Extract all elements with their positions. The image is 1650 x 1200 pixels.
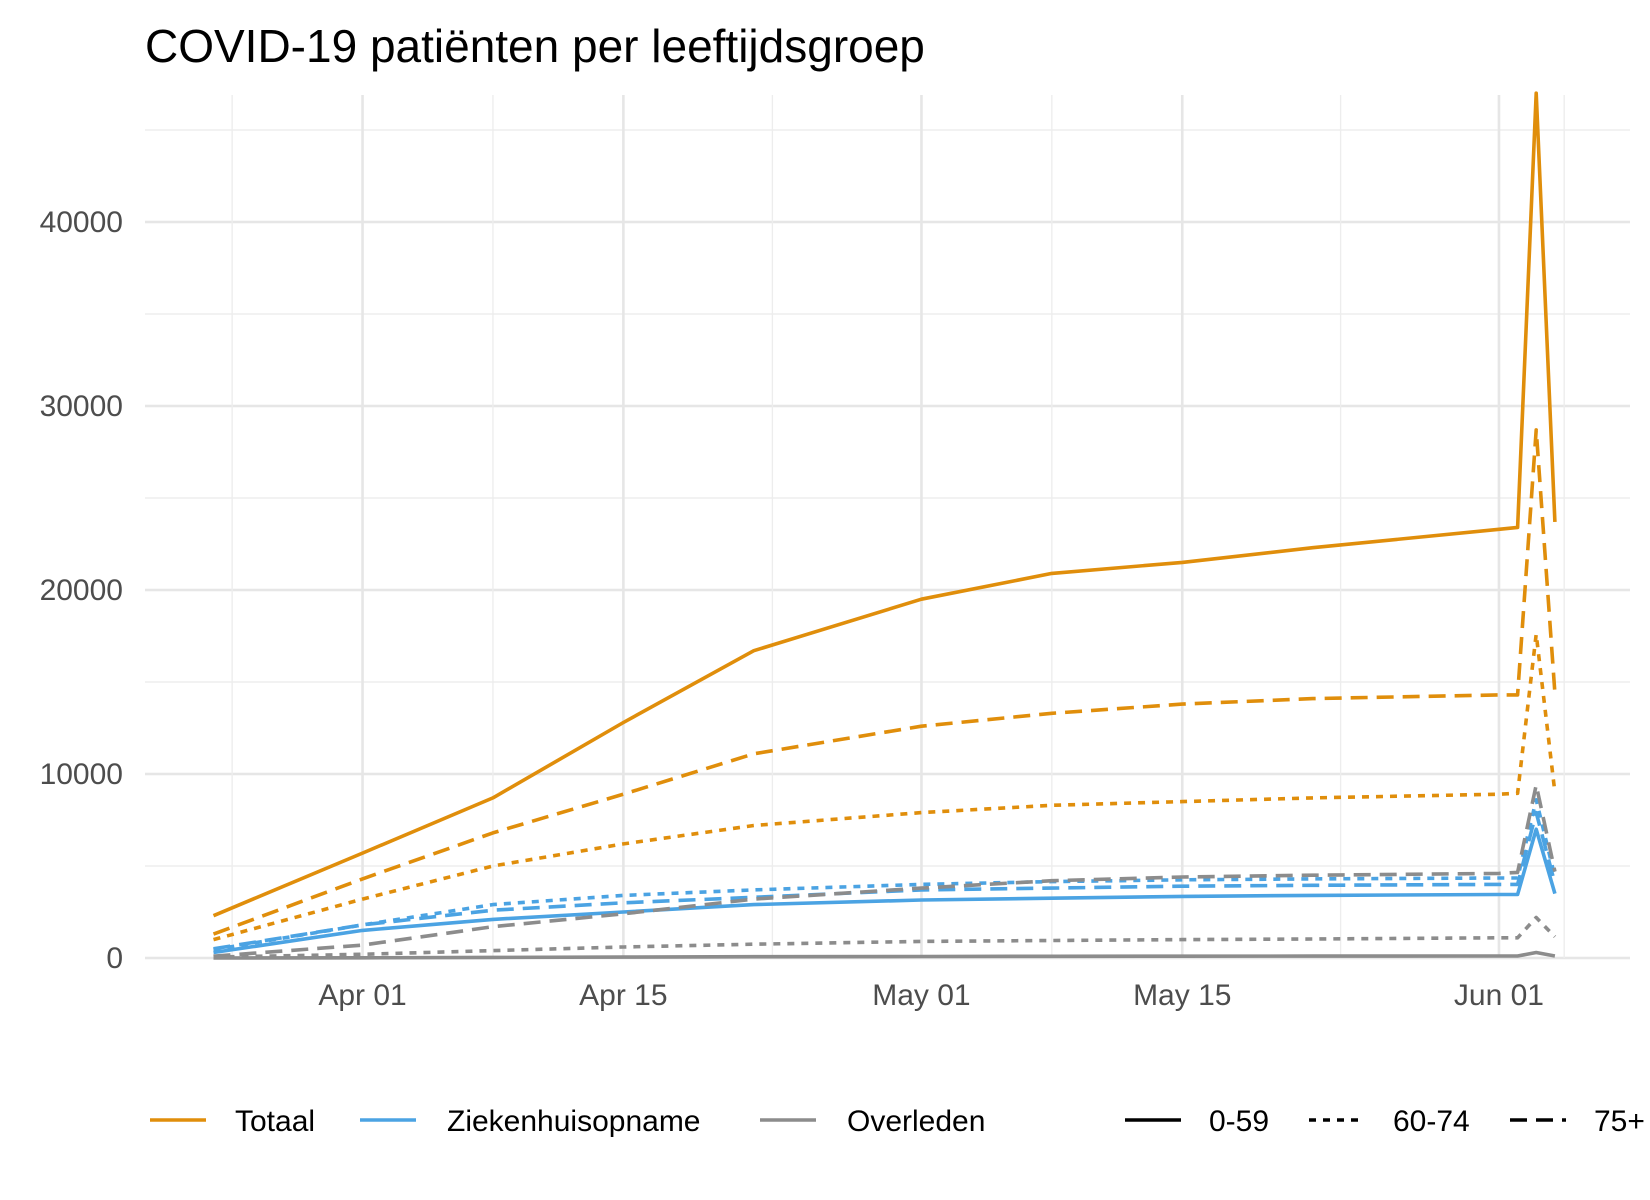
legend-label: Ziekenhuisopname xyxy=(447,1105,701,1138)
series-line-totaal-60-74 xyxy=(213,632,1557,942)
legend-label: 75+ xyxy=(1594,1105,1645,1138)
legend-label: Overleden xyxy=(847,1105,985,1138)
y-tick-label: 0 xyxy=(106,942,123,975)
series-line-overleden-0-59 xyxy=(213,950,1556,960)
legend-label: 0-59 xyxy=(1209,1105,1269,1138)
x-tick-label: Apr 01 xyxy=(318,979,406,1012)
legend: Totaal Ziekenhuisopname Overleden 0-59 60-74… xyxy=(150,1105,1645,1138)
plot-area xyxy=(212,91,1557,960)
y-axis: 0 10000 20000 30000 40000 xyxy=(40,206,123,975)
y-tick-label: 20000 xyxy=(40,574,123,607)
x-tick-label: May 15 xyxy=(1133,979,1231,1012)
series-line-overleden-75plus xyxy=(213,783,1557,958)
series-line-totaal-0-59 xyxy=(212,91,1557,918)
series-line-overleden-60-74 xyxy=(213,915,1557,959)
legend-label: Totaal xyxy=(235,1105,315,1138)
y-tick-label: 30000 xyxy=(40,390,123,423)
x-tick-label: Apr 15 xyxy=(579,979,667,1012)
y-tick-label: 40000 xyxy=(40,206,123,239)
grid xyxy=(145,95,1630,960)
series-line-ziekenhuisopname-75plus xyxy=(213,810,1557,951)
chart-title: COVID-19 patiënten per leeftijdsgroep xyxy=(145,20,925,72)
y-tick-label: 10000 xyxy=(40,758,123,791)
series-line-ziekenhuisopname-0-59 xyxy=(213,827,1557,955)
x-tick-label: Jun 01 xyxy=(1454,979,1544,1012)
series-line-totaal-75plus xyxy=(212,428,1557,936)
legend-label: 60-74 xyxy=(1393,1105,1470,1138)
x-axis: Apr 01 Apr 15 May 01 May 15 Jun 01 xyxy=(318,979,1544,1012)
x-tick-label: May 01 xyxy=(872,979,970,1012)
